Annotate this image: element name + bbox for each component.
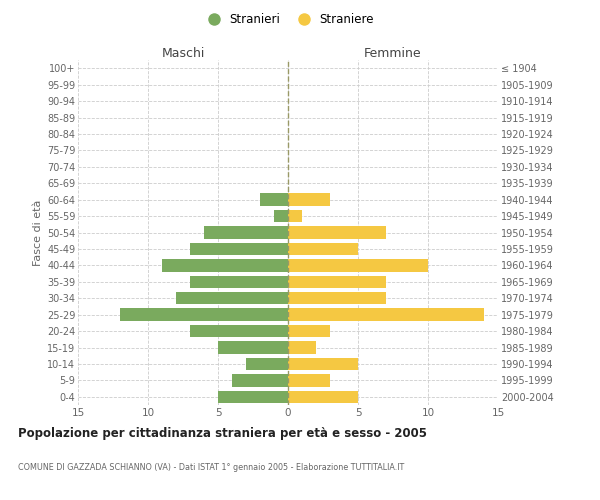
Bar bbox=[218, 390, 288, 403]
Bar bbox=[288, 292, 386, 304]
Y-axis label: Fasce di età: Fasce di età bbox=[32, 200, 43, 266]
Bar bbox=[190, 276, 288, 288]
Bar bbox=[288, 390, 358, 403]
Bar bbox=[190, 243, 288, 255]
Bar bbox=[260, 194, 288, 206]
Text: Maschi: Maschi bbox=[161, 47, 205, 60]
Bar bbox=[288, 342, 316, 353]
Text: Femmine: Femmine bbox=[364, 47, 422, 60]
Bar bbox=[288, 325, 330, 337]
Bar bbox=[288, 243, 358, 255]
Bar bbox=[288, 358, 358, 370]
Bar bbox=[190, 325, 288, 337]
Bar bbox=[204, 226, 288, 238]
Bar bbox=[218, 342, 288, 353]
Bar bbox=[288, 226, 386, 238]
Bar bbox=[176, 292, 288, 304]
Bar bbox=[288, 194, 330, 206]
Bar bbox=[288, 276, 386, 288]
Bar bbox=[232, 374, 288, 386]
Text: COMUNE DI GAZZADA SCHIANNO (VA) - Dati ISTAT 1° gennaio 2005 - Elaborazione TUTT: COMUNE DI GAZZADA SCHIANNO (VA) - Dati I… bbox=[18, 462, 404, 471]
Text: Popolazione per cittadinanza straniera per età e sesso - 2005: Popolazione per cittadinanza straniera p… bbox=[18, 428, 427, 440]
Bar bbox=[288, 210, 302, 222]
Bar bbox=[162, 259, 288, 272]
Bar bbox=[288, 259, 428, 272]
Bar bbox=[288, 308, 484, 321]
Bar bbox=[246, 358, 288, 370]
Bar bbox=[120, 308, 288, 321]
Legend: Stranieri, Straniere: Stranieri, Straniere bbox=[197, 8, 379, 31]
Bar bbox=[288, 374, 330, 386]
Bar bbox=[274, 210, 288, 222]
